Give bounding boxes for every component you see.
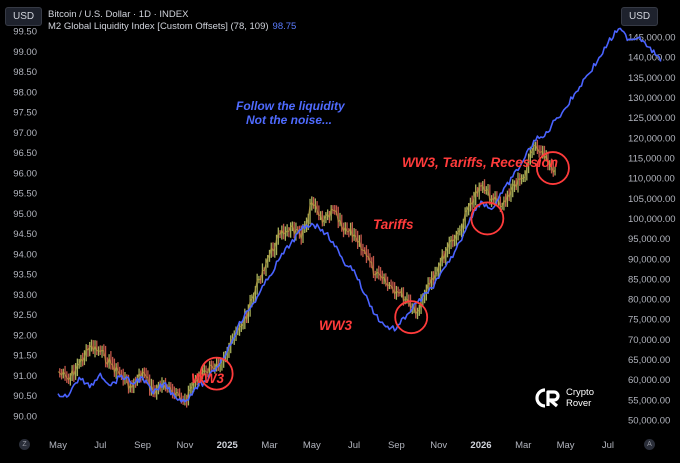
y-right-tick-label: 95,000.00 bbox=[628, 234, 670, 245]
y-right-tick-label: 85,000.00 bbox=[628, 274, 670, 285]
y-right-tick-label: 75,000.00 bbox=[628, 315, 670, 326]
logo-line-1: Crypto bbox=[566, 387, 594, 398]
y-right-tick-label: 135,000.00 bbox=[628, 73, 676, 84]
x-axis: May Jul Sep Nov 2025 Mar May Jul Sep Nov 2026 Mar Ma… bbox=[49, 440, 614, 451]
y-right-tick-label: 70,000.00 bbox=[628, 335, 670, 346]
x-tick-label: Mar bbox=[515, 440, 531, 451]
x-tick-label: Nov bbox=[430, 440, 447, 451]
y-right-tick-label: 65,000.00 bbox=[628, 355, 670, 366]
annotation-circle bbox=[536, 151, 570, 185]
x-tick-label: Nov bbox=[176, 440, 193, 451]
y-right-tick-label: 140,000.00 bbox=[628, 53, 676, 64]
y-left-tick-label: 99.50 bbox=[13, 27, 37, 38]
y-right-tick-label: 90,000.00 bbox=[628, 254, 670, 265]
y-right-tick-label: 125,000.00 bbox=[628, 113, 676, 124]
y-right-tick-label: 120,000.00 bbox=[628, 133, 676, 144]
y-right-tick-label: 115,000.00 bbox=[628, 153, 675, 164]
y-left-tick-label: 97.50 bbox=[13, 108, 37, 119]
x-tick-label: Jul bbox=[348, 440, 360, 451]
indicator-legend: M2 Global Liquidity Index [Custom Offset… bbox=[48, 21, 296, 32]
y-right-tick-label: 145,000.00 bbox=[628, 33, 676, 44]
x-tick-label: 2025 bbox=[217, 440, 239, 451]
y-left-tick-label: 97.00 bbox=[13, 128, 37, 139]
y-left-tick-label: 92.50 bbox=[13, 310, 37, 321]
y-left-tick-label: 98.50 bbox=[13, 67, 37, 78]
annotation-follow-liquidity: Follow the liquidity bbox=[236, 99, 345, 113]
y-axis-right: 145,000.00 140,000.00 135,000.00 130,000.00… bbox=[628, 33, 676, 427]
y-left-tick-label: 91.00 bbox=[13, 371, 37, 382]
m2-liquidity-line bbox=[57, 27, 662, 403]
y-left-tick-label: 93.50 bbox=[13, 270, 37, 281]
crypto-rover-logo-icon bbox=[535, 388, 560, 408]
x-tick-label: Sep bbox=[134, 440, 151, 451]
y-right-tick-label: 60,000.00 bbox=[628, 375, 670, 386]
y-left-tick-label: 96.00 bbox=[13, 168, 37, 179]
y-left-tick-label: 95.00 bbox=[13, 209, 37, 220]
y-left-tick-label: 95.50 bbox=[13, 189, 37, 200]
x-tick-label: May bbox=[557, 440, 575, 451]
annotation-ww3-first: WW3 bbox=[191, 371, 224, 386]
timezone-button[interactable]: Z bbox=[19, 439, 30, 450]
x-tick-label: May bbox=[303, 440, 321, 451]
y-right-tick-label: 80,000.00 bbox=[628, 295, 670, 306]
x-tick-label: 2026 bbox=[470, 440, 491, 451]
x-tick-label: Jul bbox=[94, 440, 106, 451]
annotation-not-the-noise: Not the noise... bbox=[246, 113, 333, 127]
annotation-circle bbox=[199, 356, 234, 391]
y-left-tick-label: 91.50 bbox=[13, 351, 37, 362]
annotation-tariffs: Tariffs bbox=[373, 217, 414, 232]
y-left-tick-label: 94.50 bbox=[13, 229, 37, 240]
x-tick-label: Jul bbox=[602, 440, 614, 451]
indicator-value: 98.75 bbox=[272, 21, 297, 32]
y-right-tick-label: 130,000.00 bbox=[628, 93, 676, 104]
annotation-circles bbox=[199, 151, 570, 391]
x-tick-label: Mar bbox=[261, 440, 277, 451]
currency-badge-right[interactable]: USD bbox=[621, 7, 659, 26]
indicator-name: M2 Global Liquidity Index [Custom Offset… bbox=[48, 21, 269, 32]
annotation-circle bbox=[470, 201, 505, 236]
y-left-tick-label: 93.00 bbox=[13, 290, 37, 301]
y-axis-left: 99.50 99.00 98.50 98.00 97.50 97.00 96.50 96.00… bbox=[13, 27, 37, 423]
series-layer bbox=[57, 27, 662, 408]
crypto-rover-logo: Crypto Rover bbox=[534, 387, 594, 409]
currency-badge-left[interactable]: USD bbox=[5, 7, 43, 26]
logo-line-2: Rover bbox=[566, 398, 592, 409]
y-left-tick-label: 98.00 bbox=[13, 87, 37, 98]
bitcoin-series bbox=[57, 139, 556, 408]
auto-scale-button[interactable]: A bbox=[644, 439, 655, 450]
y-left-tick-label: 90.50 bbox=[13, 391, 37, 402]
y-right-tick-label: 105,000.00 bbox=[628, 194, 676, 205]
symbol-title: Bitcoin / U.S. Dollar · 1D · INDEX bbox=[48, 9, 189, 20]
annotation-ww3-second: WW3 bbox=[319, 318, 352, 333]
y-right-tick-label: 50,000.00 bbox=[628, 415, 670, 426]
y-left-tick-label: 94.00 bbox=[13, 249, 37, 260]
x-tick-label: Sep bbox=[388, 440, 405, 451]
y-left-tick-label: 96.50 bbox=[13, 148, 37, 159]
annotation-ww3-tariffs-recession: WW3, Tariffs, Recession bbox=[402, 155, 559, 170]
y-left-tick-label: 90.00 bbox=[13, 411, 37, 422]
y-right-tick-label: 100,000.00 bbox=[628, 214, 676, 225]
annotation-circle bbox=[394, 300, 429, 335]
y-right-tick-label: 55,000.00 bbox=[628, 395, 670, 406]
y-right-tick-label: 110,000.00 bbox=[628, 174, 675, 185]
x-tick-label: May bbox=[49, 440, 67, 451]
y-left-tick-label: 99.00 bbox=[13, 47, 37, 58]
y-left-tick-label: 92.00 bbox=[13, 330, 37, 341]
